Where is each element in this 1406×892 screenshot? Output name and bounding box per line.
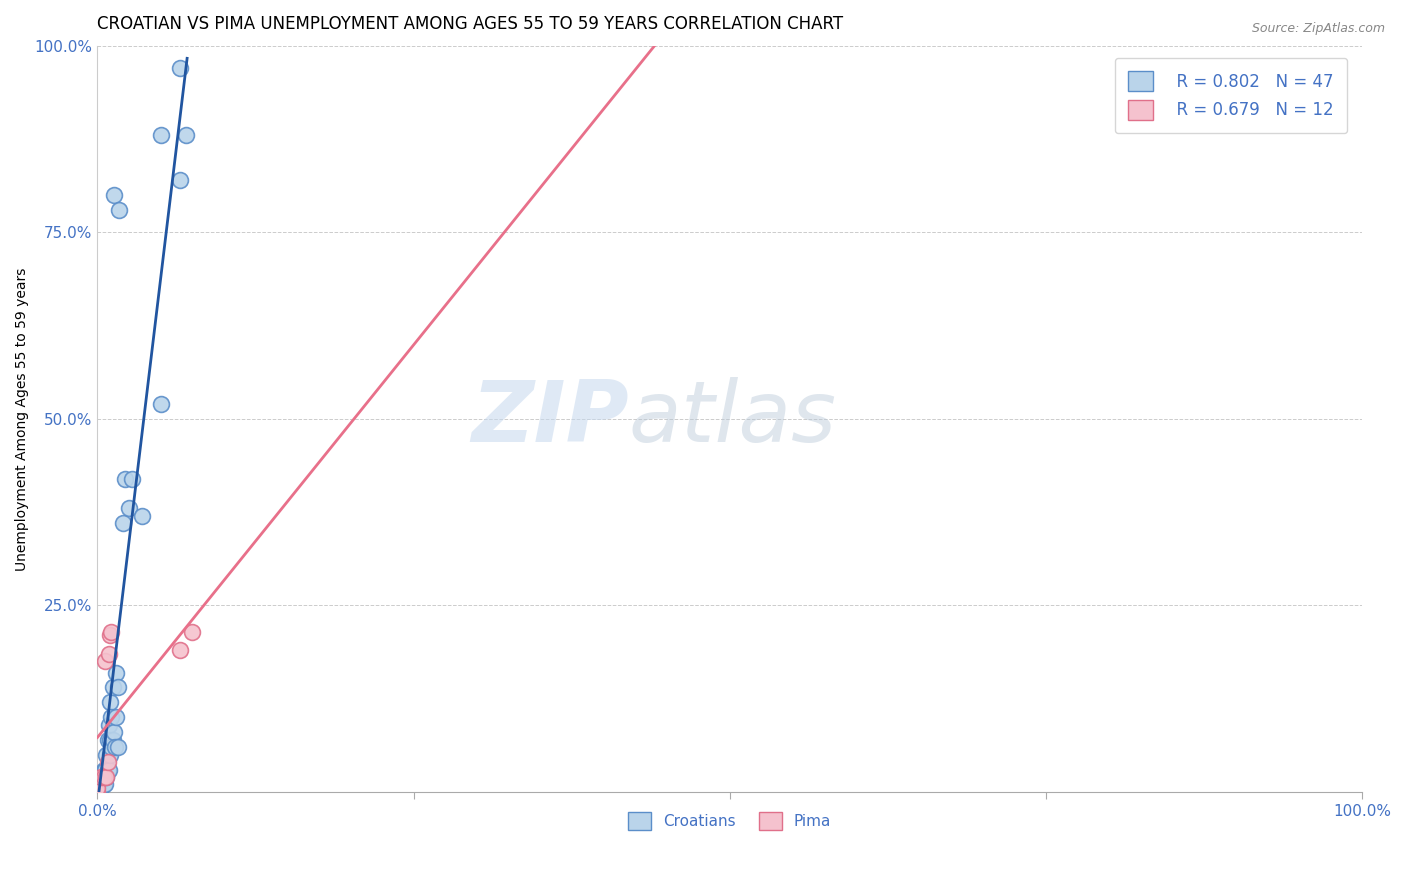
Point — [121, 471, 143, 485]
Point — [97, 647, 120, 661]
Point — [86, 785, 108, 799]
Legend: Croatians, Pima: Croatians, Pima — [621, 805, 838, 837]
Point — [105, 710, 128, 724]
Point — [105, 665, 128, 680]
Point — [101, 681, 124, 695]
Point — [86, 781, 108, 796]
Point — [98, 695, 121, 709]
Text: ZIP: ZIP — [471, 377, 628, 460]
Point — [97, 718, 120, 732]
Point — [96, 770, 118, 784]
Point — [93, 763, 115, 777]
Point — [131, 508, 153, 523]
Point — [86, 781, 108, 796]
Point — [114, 471, 136, 485]
Point — [174, 128, 197, 143]
Point — [96, 747, 118, 762]
Point — [149, 128, 172, 143]
Point — [108, 202, 131, 217]
Point — [103, 188, 125, 202]
Point — [149, 397, 172, 411]
Point — [93, 770, 115, 784]
Point — [86, 785, 108, 799]
Point — [90, 777, 112, 791]
Point — [96, 763, 118, 777]
Point — [91, 777, 114, 791]
Text: Source: ZipAtlas.com: Source: ZipAtlas.com — [1251, 22, 1385, 36]
Point — [96, 755, 118, 769]
Point — [111, 516, 134, 531]
Point — [90, 781, 112, 796]
Point — [86, 785, 108, 799]
Point — [94, 763, 117, 777]
Point — [101, 732, 124, 747]
Y-axis label: Unemployment Among Ages 55 to 59 years: Unemployment Among Ages 55 to 59 years — [15, 267, 30, 571]
Point — [93, 770, 115, 784]
Text: CROATIAN VS PIMA UNEMPLOYMENT AMONG AGES 55 TO 59 YEARS CORRELATION CHART: CROATIAN VS PIMA UNEMPLOYMENT AMONG AGES… — [97, 15, 844, 33]
Point — [181, 624, 204, 639]
Point — [86, 785, 108, 799]
Point — [90, 770, 112, 784]
Point — [98, 628, 121, 642]
Point — [98, 747, 121, 762]
Point — [118, 501, 141, 516]
Point — [94, 777, 117, 791]
Point — [96, 770, 118, 784]
Point — [100, 624, 122, 639]
Point — [100, 740, 122, 755]
Point — [104, 740, 127, 755]
Text: atlas: atlas — [628, 377, 837, 460]
Point — [96, 732, 118, 747]
Point — [98, 732, 121, 747]
Point — [97, 763, 120, 777]
Point — [86, 781, 108, 796]
Point — [91, 773, 114, 788]
Point — [93, 777, 115, 791]
Point — [107, 740, 129, 755]
Point — [169, 643, 191, 657]
Point — [169, 173, 191, 187]
Point — [169, 61, 191, 75]
Point — [100, 710, 122, 724]
Point — [107, 681, 129, 695]
Point — [86, 785, 108, 799]
Point — [94, 654, 117, 668]
Point — [86, 781, 108, 796]
Point — [103, 725, 125, 739]
